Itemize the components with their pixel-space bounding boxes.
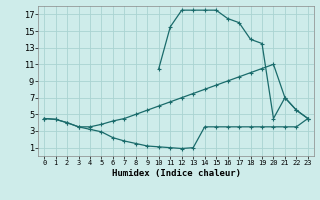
X-axis label: Humidex (Indice chaleur): Humidex (Indice chaleur) <box>111 169 241 178</box>
